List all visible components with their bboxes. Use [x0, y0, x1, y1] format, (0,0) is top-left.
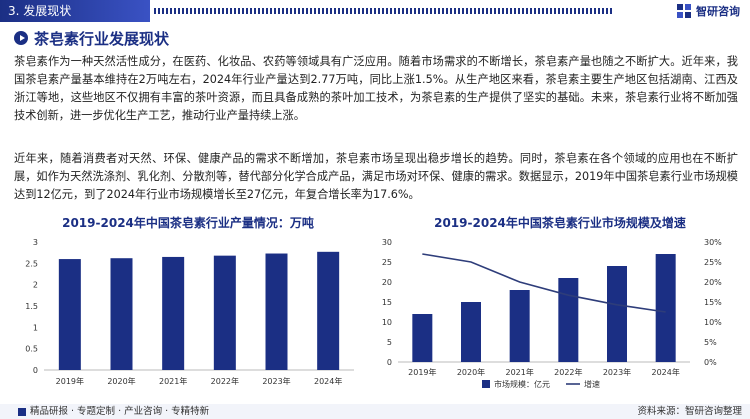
bar-market-size [607, 266, 627, 362]
x-tick-label: 2023年 [262, 376, 290, 386]
y-left-tick-label: 10 [382, 318, 392, 327]
footer-tagline: 精品研报 · 专题定制 · 产业咨询 · 专精特新 [18, 404, 209, 419]
y-left-tick-label: 20 [382, 278, 392, 287]
y-tick-label: 2 [33, 281, 38, 290]
y-left-tick-label: 0 [387, 358, 392, 367]
bar-market-size [412, 314, 433, 362]
bar-market-size [509, 290, 530, 362]
y-left-tick-label: 25 [382, 258, 392, 267]
brand-logo: 智研咨询 [676, 2, 740, 20]
y-left-tick-label: 15 [382, 298, 392, 307]
y-right-tick-label: 25% [704, 258, 722, 267]
bar-production [58, 259, 81, 370]
chart-title-production: 2019-2024年中国茶皂素行业产量情况：万吨 [62, 216, 314, 230]
growth-rate-line [422, 253, 666, 313]
y-tick-label: 3 [33, 238, 38, 247]
x-tick-label: 2021年 [159, 376, 187, 386]
footer-bar [0, 404, 750, 419]
market-size-combo-chart: 0 5 10 15 20 25 30 0% 5% 10% 15% 20% 25% 30% 2019年 2020… [382, 238, 722, 389]
brand-name: 智研咨询 [696, 5, 740, 18]
title-row: 茶皂素行业发展现状 [14, 27, 169, 49]
production-bar-chart: 0 0.5 1 1.5 2 2.5 3 2019年 2020年 2021年 2022年 2023年 20… [25, 238, 354, 386]
footer-tagline-text: 精品研报 · 专题定制 · 产业咨询 · 专精特新 [30, 406, 210, 417]
x-tick-label: 2019年 [56, 376, 84, 386]
y-left-tick-label: 5 [387, 338, 392, 347]
decorative-stripes [154, 8, 614, 14]
brand-logo-icon [677, 4, 691, 18]
y-tick-label: 0 [33, 366, 38, 375]
paragraph-market: 近年来，随着消费者对天然、环保、健康产品的需求不断增加，茶皂素市场呈现出稳步增长… [14, 152, 738, 201]
top-bar: 3. 发展现状 智研咨询 [0, 0, 750, 22]
footer: 精品研报 · 专题定制 · 产业咨询 · 专精特新 资料来源：智研咨询整理 [0, 404, 750, 419]
y-right-tick-label: 5% [704, 338, 717, 347]
legend-swatch-market-size [482, 380, 490, 388]
bar-production [162, 256, 185, 370]
page-title: 茶皂素行业发展现状 [34, 29, 170, 48]
x-tick-label: 2024年 [314, 376, 342, 386]
section-label: 3. 发展现状 [0, 0, 150, 22]
chart-title-market: 2019-2024年中国茶皂素行业市场规模及增速 [434, 216, 686, 230]
bar-production [265, 253, 288, 370]
bar-market-size [558, 278, 579, 362]
legend-label-market-size: 市场规模：亿元 [494, 379, 550, 389]
x-tick-label: 2019年 [408, 367, 436, 377]
y-tick-label: 2.5 [25, 259, 38, 268]
y-right-tick-label: 0% [704, 358, 717, 367]
x-tick-label: 2020年 [457, 367, 485, 377]
footer-source: 资料来源：智研咨询整理 [637, 406, 742, 417]
bar-production [213, 255, 236, 370]
x-tick-label: 2022年 [554, 367, 582, 377]
legend-label-growth: 增速 [584, 379, 600, 389]
y-right-tick-label: 15% [704, 298, 722, 307]
y-right-tick-label: 20% [704, 278, 722, 287]
x-tick-label: 2020年 [107, 376, 135, 386]
x-tick-label: 2021年 [505, 367, 533, 377]
bar-market-size [655, 254, 676, 362]
bar-market-size [461, 302, 481, 362]
footer-square-icon [18, 407, 26, 416]
bar-production [110, 258, 133, 370]
paragraph-production: 茶皂素作为一种天然活性成分，在医药、化妆品、农药等领域具有广泛应用。随着市场需求… [14, 55, 738, 122]
y-right-tick-label: 10% [704, 318, 722, 327]
x-tick-label: 2024年 [651, 367, 679, 377]
y-tick-label: 0.5 [25, 345, 38, 354]
play-bullet-icon [14, 31, 28, 45]
y-tick-label: 1 [33, 323, 38, 332]
x-tick-label: 2022年 [211, 376, 239, 386]
y-right-tick-label: 30% [704, 238, 722, 247]
x-tick-label: 2023年 [603, 367, 631, 377]
bar-production [317, 251, 340, 370]
y-left-tick-label: 30 [382, 238, 392, 247]
y-tick-label: 1.5 [25, 302, 38, 311]
